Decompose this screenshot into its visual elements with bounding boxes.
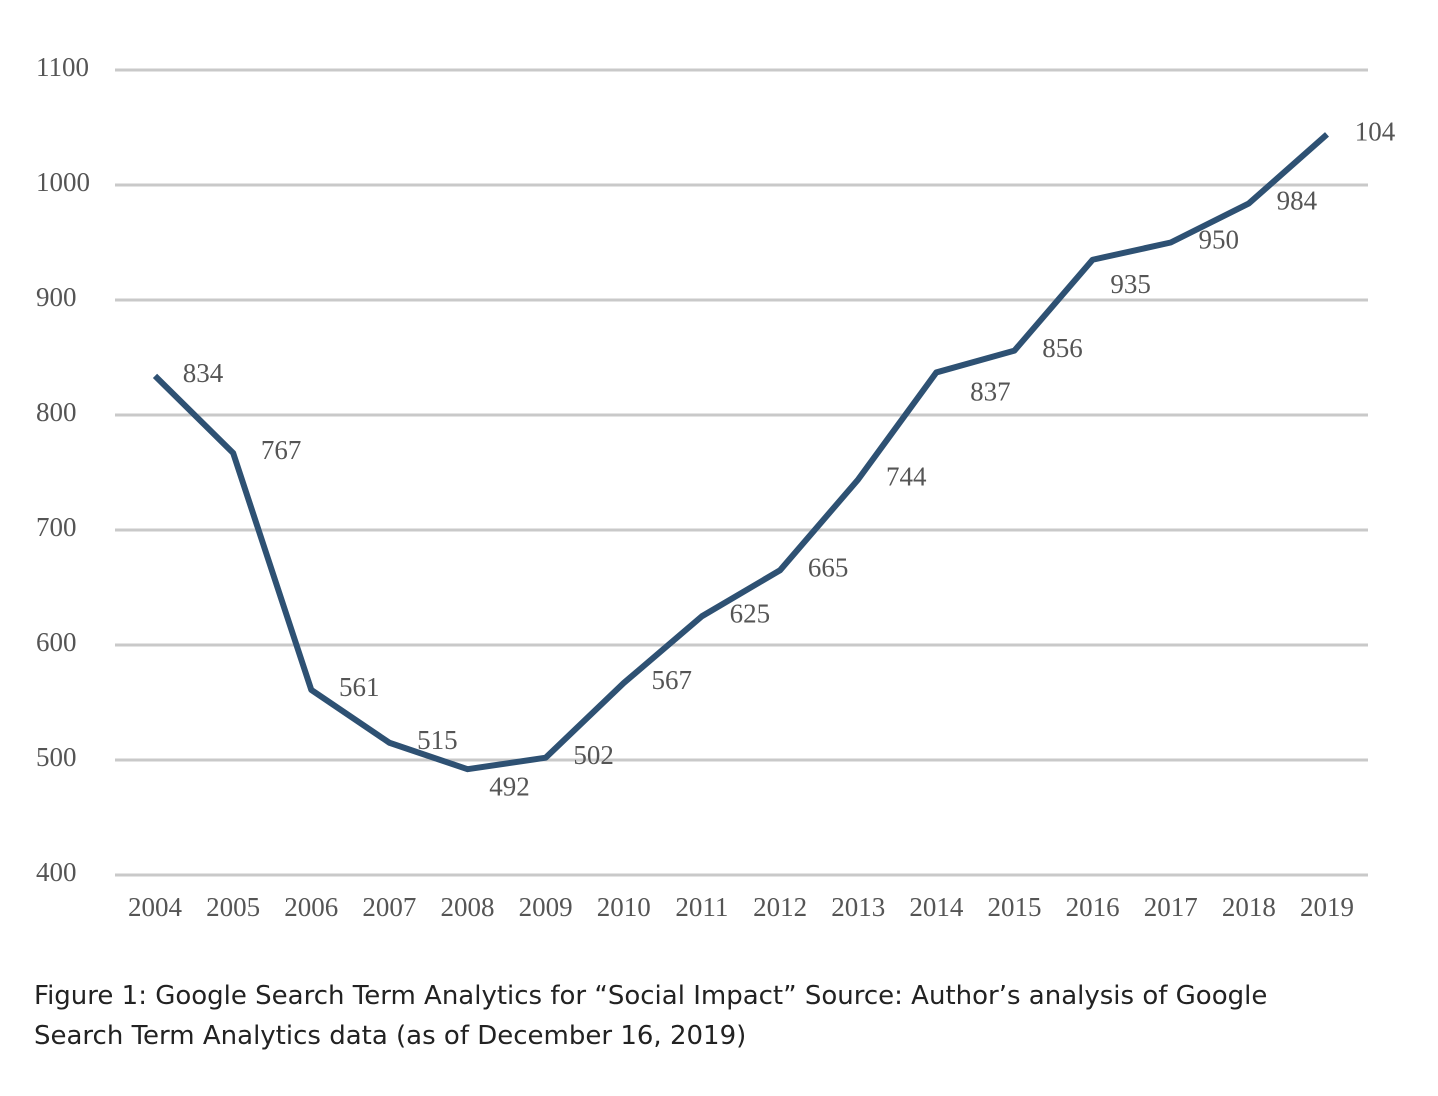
data-label: 935 <box>1110 269 1151 299</box>
data-label: 767 <box>261 435 302 465</box>
y-tick-label: 500 <box>36 742 77 772</box>
data-label: 837 <box>970 377 1011 407</box>
data-label: 834 <box>183 358 224 388</box>
x-tick-label: 2014 <box>909 892 964 922</box>
data-label: 104 <box>1355 117 1396 147</box>
y-tick-label: 400 <box>36 857 77 887</box>
x-tick-label: 2004 <box>128 892 183 922</box>
x-tick-label: 2005 <box>206 892 260 922</box>
x-tick-label: 2008 <box>441 892 495 922</box>
data-label: 950 <box>1198 225 1239 255</box>
x-tick-label: 2015 <box>987 892 1041 922</box>
data-label: 625 <box>730 598 771 628</box>
data-line <box>152 132 1329 773</box>
data-label: 492 <box>489 771 530 801</box>
data-label: 502 <box>573 740 614 770</box>
data-label: 984 <box>1277 186 1318 216</box>
x-tick-label: 2006 <box>284 892 338 922</box>
y-tick-label: 700 <box>36 512 77 542</box>
y-tick-label: 600 <box>36 627 77 657</box>
caption: Figure 1: Google Search Term Analytics f… <box>34 981 1268 1051</box>
x-tick-label: 2018 <box>1222 892 1276 922</box>
y-tick-label: 1000 <box>36 167 90 197</box>
x-tick-label: 2012 <box>753 892 807 922</box>
data-label: 744 <box>886 462 927 492</box>
data-label: 515 <box>417 725 458 755</box>
x-tick-label: 2019 <box>1300 892 1354 922</box>
data-label: 665 <box>808 552 849 582</box>
data-label: 567 <box>652 665 693 695</box>
x-tick-label: 2017 <box>1144 892 1198 922</box>
x-tick-label: 2011 <box>675 892 728 922</box>
y-tick-label: 800 <box>36 397 77 427</box>
y-tick-label: 1100 <box>36 52 89 82</box>
x-tick-label: 2013 <box>831 892 885 922</box>
chart: 400 500 600 700 800 900 1000 1100 2004 2005 2006 20… <box>36 52 1396 922</box>
x-tick-label: 2009 <box>519 892 573 922</box>
data-label: 561 <box>339 672 380 702</box>
x-tick-label: 2007 <box>362 892 416 922</box>
data-label: 856 <box>1042 333 1083 363</box>
y-tick-label: 900 <box>36 282 77 312</box>
x-tick-label: 2010 <box>597 892 651 922</box>
x-tick-label: 2016 <box>1066 892 1120 922</box>
